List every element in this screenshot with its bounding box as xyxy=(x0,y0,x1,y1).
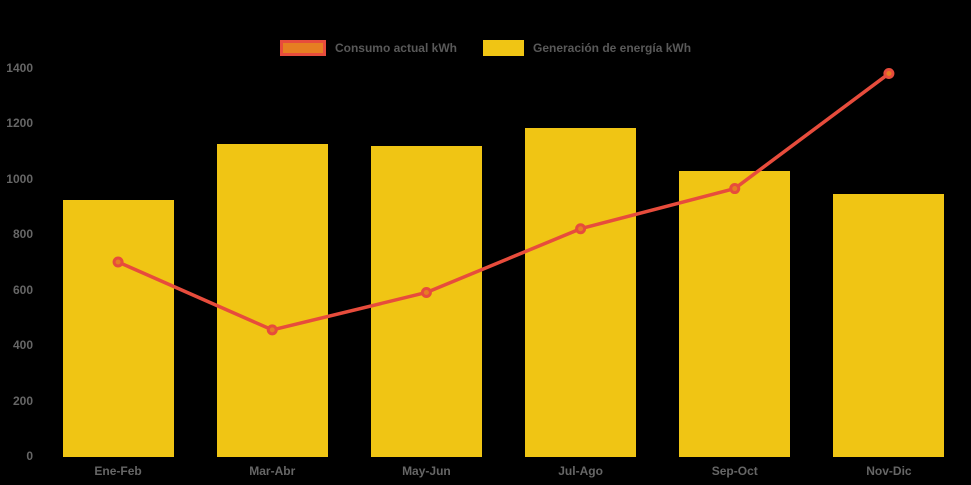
line-point-Ene-Feb[interactable] xyxy=(112,256,124,268)
generacion-legend-swatch xyxy=(482,40,524,56)
y-axis-tick-label: 200 xyxy=(12,393,33,408)
line-point-Jul-Ago[interactable] xyxy=(575,223,587,235)
bar-Jul-Ago[interactable] xyxy=(525,127,637,457)
line-point-Nov-Dic[interactable] xyxy=(883,68,895,80)
x-axis-category-label: May-Jun xyxy=(402,464,451,478)
line-point-May-Jun[interactable] xyxy=(420,286,432,298)
x-axis-category-label: Jul-Ago xyxy=(558,464,603,478)
generacion-legend-label: Generación de energía kWh xyxy=(532,41,692,55)
x-axis-category-label: Ene-Feb xyxy=(94,464,142,478)
x-axis-category-label: Nov-Dic xyxy=(866,464,912,478)
legend-item-consumo[interactable]: Consumo actual kWh xyxy=(279,40,457,56)
chart-legend: Consumo actual kWh Generación de energía… xyxy=(0,40,971,56)
consumo-legend-label: Consumo actual kWh xyxy=(334,41,457,55)
y-axis-tick-label: 1000 xyxy=(6,171,33,186)
x-axis-category-label: Sep-Oct xyxy=(711,464,758,478)
consumo-legend-swatch xyxy=(279,40,326,56)
bar-Sep-Oct[interactable] xyxy=(679,170,791,457)
bar-May-Jun[interactable] xyxy=(370,145,482,457)
bar-Nov-Dic[interactable] xyxy=(833,194,945,457)
y-axis-tick-label: 0 xyxy=(26,449,33,463)
legend-item-generacion[interactable]: Generación de energía kWh xyxy=(482,40,692,56)
y-axis-tick-label: 400 xyxy=(12,338,33,353)
y-axis-tick-label: 800 xyxy=(12,227,33,242)
x-axis-category-label: Mar-Abr xyxy=(249,464,296,478)
line-point-Sep-Oct[interactable] xyxy=(729,183,741,195)
line-point-Mar-Abr[interactable] xyxy=(266,324,278,336)
y-axis-tick-label: 1400 xyxy=(6,61,33,75)
bar-Mar-Abr[interactable] xyxy=(216,144,328,457)
bar-Ene-Feb[interactable] xyxy=(62,199,174,457)
y-axis-tick-label: 1200 xyxy=(6,116,33,131)
y-axis-tick-label: 600 xyxy=(12,282,33,297)
